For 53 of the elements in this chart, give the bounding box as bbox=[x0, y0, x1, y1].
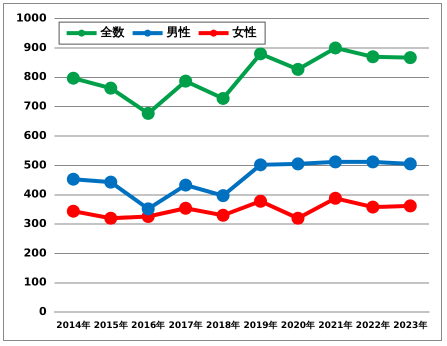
point bbox=[328, 41, 342, 54]
x-tick-label: 2017年 bbox=[168, 320, 203, 331]
point bbox=[216, 208, 230, 222]
x-tick-label: 2020年 bbox=[280, 320, 315, 331]
point bbox=[291, 157, 304, 170]
point bbox=[328, 155, 342, 168]
point bbox=[404, 51, 417, 64]
point bbox=[366, 50, 380, 64]
point bbox=[104, 212, 118, 225]
x-tick-label: 2014年 bbox=[56, 320, 90, 331]
point bbox=[404, 157, 417, 170]
point bbox=[142, 202, 155, 216]
point bbox=[366, 155, 380, 168]
point bbox=[254, 194, 268, 208]
y-tick-label: 700 bbox=[24, 100, 47, 113]
point bbox=[366, 200, 380, 214]
y-tick-label: 500 bbox=[24, 158, 47, 172]
y-tick-label: 600 bbox=[24, 128, 47, 142]
y-tick-label: 1000 bbox=[16, 11, 47, 24]
point bbox=[216, 92, 230, 105]
y-tick-label: 800 bbox=[24, 70, 47, 84]
x-tick-label: 2021年 bbox=[318, 320, 352, 331]
x-tick-label: 2019年 bbox=[243, 320, 278, 331]
point bbox=[254, 158, 268, 172]
point bbox=[404, 199, 417, 212]
point bbox=[291, 212, 304, 225]
x-tick-label: 2022年 bbox=[356, 320, 390, 331]
point bbox=[142, 106, 155, 120]
point bbox=[254, 47, 268, 60]
point bbox=[291, 62, 304, 76]
legend-label: 男性 bbox=[166, 25, 191, 40]
point bbox=[66, 72, 80, 85]
x-tick-label: 2015年 bbox=[94, 320, 128, 331]
point bbox=[216, 189, 230, 202]
point bbox=[179, 202, 192, 215]
y-tick-label: 200 bbox=[24, 246, 47, 260]
x-tick-label: 2018年 bbox=[206, 320, 240, 331]
point bbox=[179, 74, 192, 88]
y-tick-label: 100 bbox=[24, 276, 47, 289]
point bbox=[328, 192, 342, 205]
point bbox=[66, 204, 80, 218]
point bbox=[179, 178, 192, 192]
x-tick-label: 2023年 bbox=[393, 320, 428, 331]
y-tick-label: 0 bbox=[38, 305, 47, 318]
y-tick-label: 900 bbox=[24, 40, 47, 54]
point bbox=[104, 82, 118, 95]
y-tick-label: 400 bbox=[24, 188, 47, 201]
point bbox=[66, 172, 80, 186]
legend-label: 女性 bbox=[232, 25, 257, 40]
legend-label: 全数 bbox=[100, 25, 126, 40]
point bbox=[104, 176, 118, 189]
x-tick-label: 2016年 bbox=[131, 320, 166, 331]
y-tick-label: 300 bbox=[24, 216, 47, 230]
